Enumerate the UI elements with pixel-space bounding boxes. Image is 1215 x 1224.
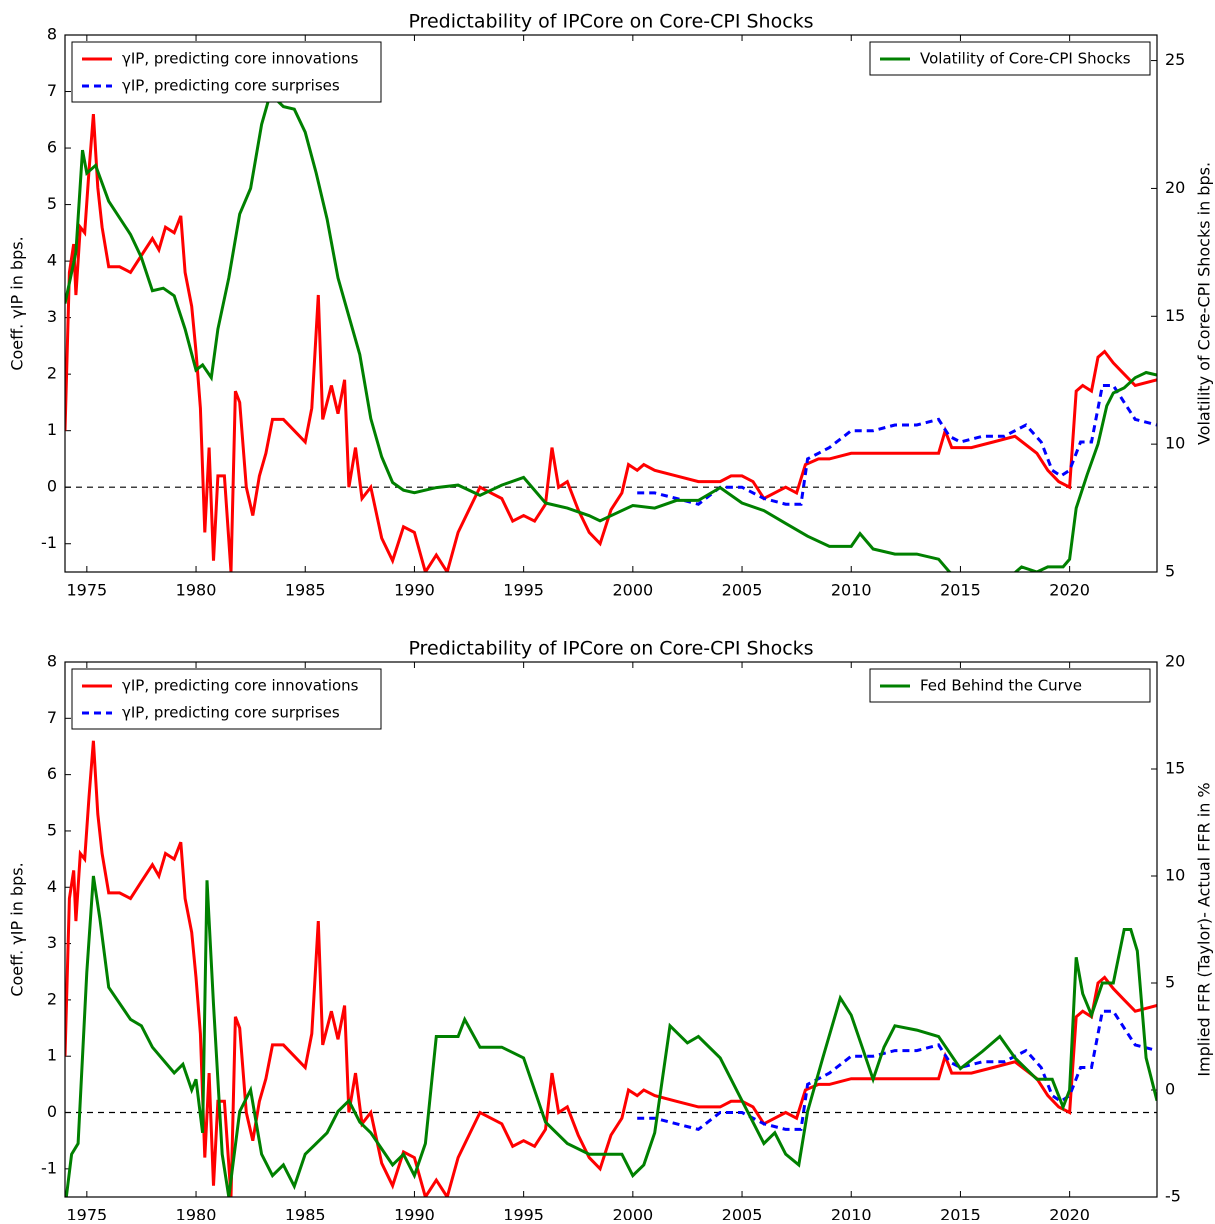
x-tick-label: 2020	[1049, 1206, 1090, 1221]
legend-label: γIP, predicting core innovations	[122, 677, 359, 695]
x-tick-label: 2015	[940, 1206, 981, 1221]
series-line	[65, 875, 1157, 1197]
series-line	[65, 740, 1157, 1197]
y-tick-label: 8	[47, 25, 57, 44]
series-line	[637, 384, 1157, 506]
y-tick-label: 2	[47, 989, 57, 1008]
y-tick-label: 0	[47, 1102, 57, 1121]
chart-title: Predictability of IPCore on Core-CPI Sho…	[408, 638, 813, 660]
series-line	[65, 113, 1157, 572]
legend-box	[71, 41, 382, 103]
x-tick-label: 2005	[722, 1206, 763, 1221]
legend: Volatility of Core-CPI Shocks	[869, 41, 1151, 76]
x-tick-label: 2005	[722, 581, 763, 600]
y2-tick-label: -5	[1165, 1187, 1181, 1206]
x-tick-label: 1980	[176, 1206, 217, 1221]
y2-tick-label: 0	[1165, 1080, 1175, 1099]
legend: γIP, predicting core innovations γIP, pre…	[71, 41, 382, 103]
panel: Predictability of IPCore on Core-CPI Sho…	[8, 638, 1214, 1224]
y-tick-label: 6	[47, 138, 57, 157]
x-tick-label: 1985	[285, 581, 326, 600]
y-tick-label: 3	[47, 933, 57, 952]
y2-tick-label: 25	[1165, 50, 1185, 69]
x-tick-label: 2010	[831, 1206, 872, 1221]
y-tick-label: 1	[47, 420, 57, 439]
legend-label: γIP, predicting core surprises	[122, 77, 340, 95]
y-tick-label: 7	[47, 81, 57, 100]
legend: Fed Behind the Curve	[869, 668, 1151, 703]
legend-label: Fed Behind the Curve	[920, 677, 1082, 695]
y2-tick-label: 5	[1165, 562, 1175, 581]
legend-box	[869, 668, 1151, 703]
legend-label: γIP, predicting core innovations	[122, 50, 359, 68]
y2-tick-label: 10	[1165, 434, 1185, 453]
x-tick-label: 1995	[503, 581, 544, 600]
x-tick-label: 1990	[394, 1206, 435, 1221]
y2-tick-label: 20	[1165, 652, 1185, 671]
y-tick-label: 7	[47, 708, 57, 727]
x-tick-label: 1985	[285, 1206, 326, 1221]
x-tick-label: 1975	[66, 1206, 107, 1221]
x-tick-label: 2000	[612, 581, 653, 600]
x-tick-label: 1975	[66, 581, 107, 600]
legend-box	[71, 668, 382, 730]
series-line	[637, 1009, 1157, 1132]
legend-label: γIP, predicting core surprises	[122, 704, 340, 722]
y-tick-label: 6	[47, 764, 57, 783]
y-tick-label: 8	[47, 652, 57, 671]
y-tick-label: 1	[47, 1046, 57, 1065]
plot-area	[65, 740, 1157, 1197]
y2-axis-label: Volatility of Core-CPI Shocks in bps.	[1195, 162, 1214, 445]
y2-tick-label: 5	[1165, 973, 1175, 992]
y-tick-label: 4	[47, 251, 57, 270]
legend: γIP, predicting core innovations γIP, pre…	[71, 668, 382, 730]
x-tick-label: 1990	[394, 581, 435, 600]
plot-area	[65, 90, 1157, 572]
y2-tick-label: 15	[1165, 759, 1185, 778]
y-tick-label: 0	[47, 477, 57, 496]
x-tick-label: 1995	[503, 1206, 544, 1221]
y-tick-label: -1	[41, 533, 57, 552]
x-tick-label: 2015	[940, 581, 981, 600]
x-tick-label: 2020	[1049, 581, 1090, 600]
y2-tick-label: 15	[1165, 306, 1185, 325]
legend-label: Volatility of Core-CPI Shocks	[920, 50, 1131, 68]
y-tick-label: 3	[47, 307, 57, 326]
plot-frame	[64, 34, 1158, 573]
y-tick-label: 4	[47, 877, 57, 896]
y-tick-label: 2	[47, 364, 57, 383]
x-tick-label: 1980	[176, 581, 217, 600]
y-tick-label: 5	[47, 820, 57, 839]
series-line	[65, 90, 1157, 572]
legend-box	[869, 41, 1151, 76]
y-tick-label: -1	[41, 1158, 57, 1177]
panel: Predictability of IPCore on Core-CPI Sho…	[8, 11, 1214, 600]
y-axis-label: Coeff. γIP in bps.	[8, 862, 27, 996]
x-tick-label: 2000	[612, 1206, 653, 1221]
plot-frame	[64, 661, 1158, 1198]
y2-tick-label: 20	[1165, 178, 1185, 197]
y-axis-label: Coeff. γIP in bps.	[8, 236, 27, 370]
y2-axis-label: Implied FFR (Taylor)- Actual FFR in %	[1195, 782, 1214, 1076]
y-tick-label: 5	[47, 194, 57, 213]
y2-tick-label: 10	[1165, 866, 1185, 885]
x-tick-label: 2010	[831, 581, 872, 600]
chart-title: Predictability of IPCore on Core-CPI Sho…	[408, 11, 813, 33]
